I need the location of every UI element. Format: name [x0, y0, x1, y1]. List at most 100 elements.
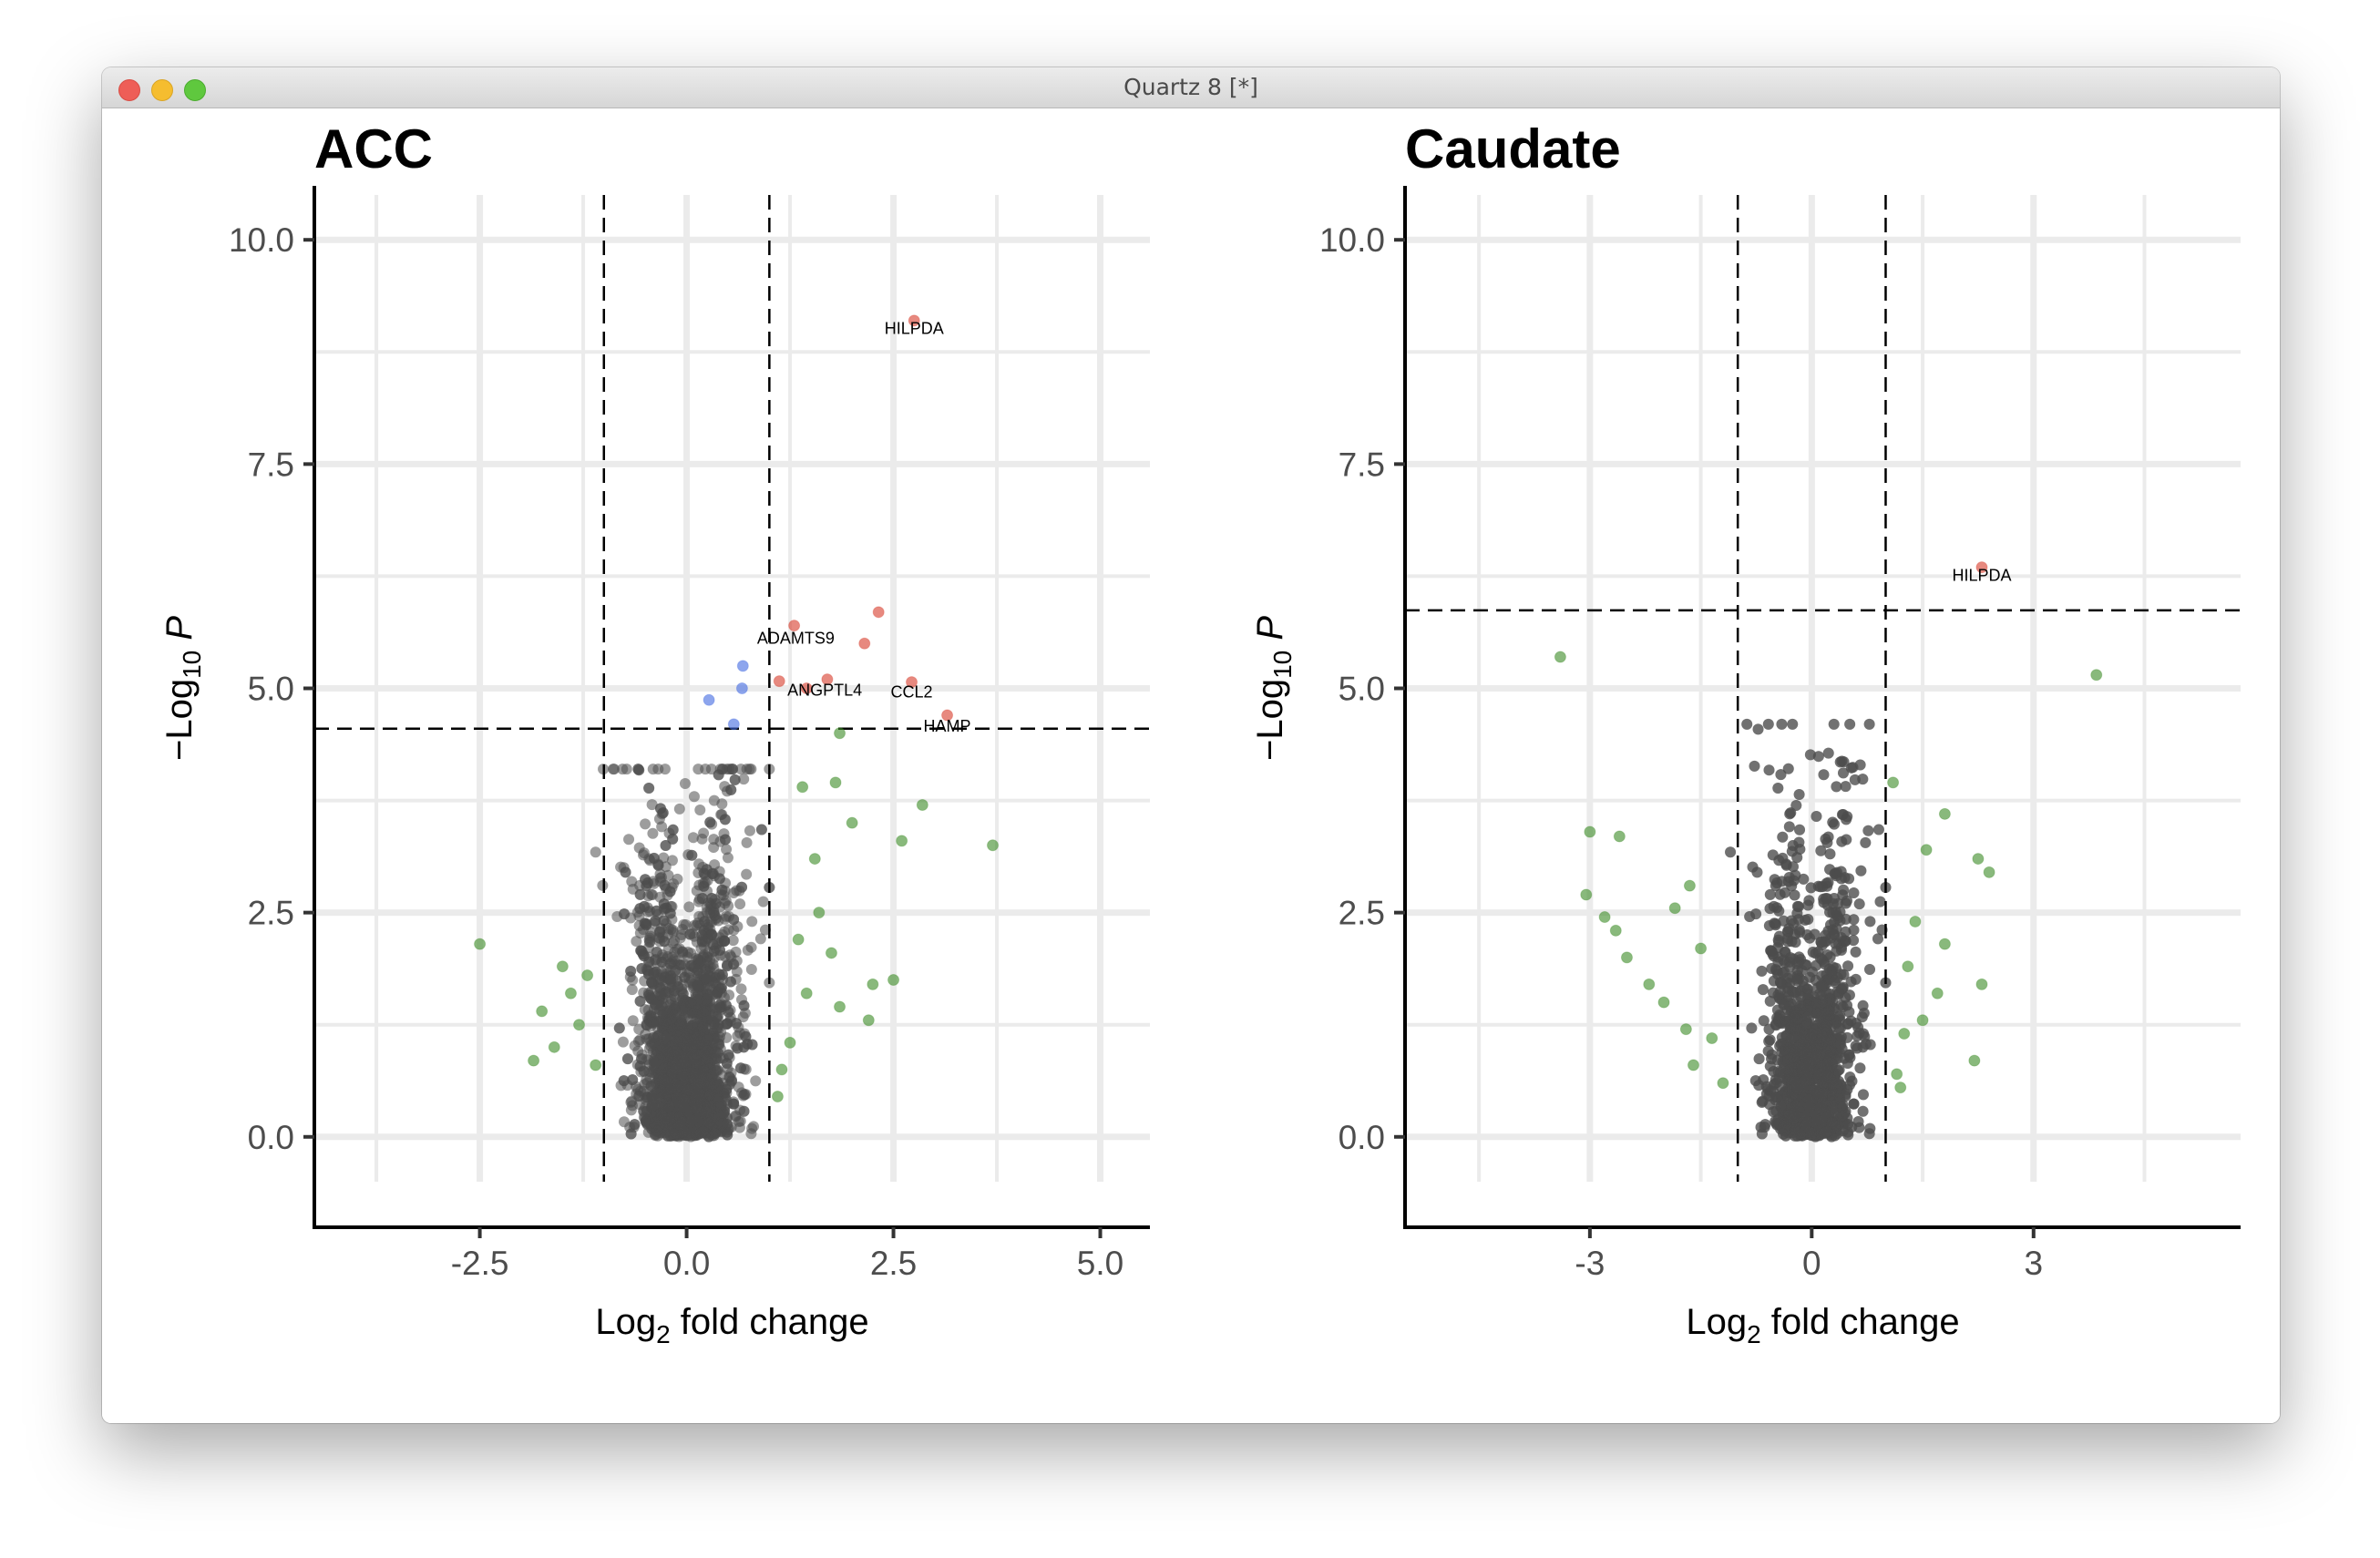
- ns-gene-point: [696, 929, 708, 941]
- ns-gene-point: [708, 794, 720, 806]
- ns-gene-point: [632, 764, 644, 775]
- ns-gene-point: [1764, 1034, 1776, 1046]
- ns-gene-point: [1812, 751, 1824, 763]
- fc-significant-point: [829, 776, 842, 789]
- ns-gene-point: [725, 784, 737, 795]
- fc-significant-point: [573, 1019, 586, 1031]
- ns-gene-point: [648, 967, 660, 979]
- ns-gene-point: [1782, 763, 1794, 774]
- ns-gene-point: [699, 916, 711, 928]
- ns-gene-point: [1758, 1015, 1770, 1027]
- ns-gene-point: [1725, 846, 1737, 858]
- ns-gene-point: [738, 1089, 750, 1101]
- ns-gene-point: [736, 881, 748, 893]
- zoom-window-button[interactable]: [184, 79, 206, 101]
- ns-gene-point: [633, 1090, 645, 1102]
- chart-title: ACC: [314, 118, 433, 179]
- ns-gene-point: [680, 1001, 692, 1013]
- ns-gene-point: [730, 1018, 742, 1030]
- p-significant-point: [736, 660, 749, 672]
- ns-gene-point: [1855, 865, 1867, 876]
- ns-gene-point: [1831, 781, 1842, 793]
- ns-gene-point: [741, 836, 753, 848]
- ns-gene-point: [1796, 965, 1808, 977]
- fc-significant-point: [834, 1000, 846, 1013]
- ns-gene-point: [636, 1053, 648, 1065]
- ns-gene-point: [706, 928, 718, 940]
- fc-significant-point: [916, 798, 928, 811]
- p-significant-point: [735, 682, 748, 694]
- ns-gene-point: [656, 956, 668, 968]
- y-tick-label: 5.0: [248, 671, 294, 708]
- significant-gene-point: [773, 675, 785, 688]
- ns-gene-point: [696, 833, 708, 845]
- ns-gene-point: [672, 1063, 683, 1075]
- ns-gene-point: [646, 977, 658, 989]
- ns-gene-point: [679, 778, 691, 790]
- ns-gene-point: [720, 895, 732, 907]
- ns-gene-point: [1749, 760, 1760, 772]
- ns-gene-point: [720, 834, 732, 846]
- ns-gene-point: [1756, 965, 1768, 977]
- ns-gene-point: [757, 896, 769, 907]
- ns-gene-point: [1777, 831, 1789, 843]
- ns-gene-point: [701, 995, 713, 1007]
- gene-label: CCL2: [891, 682, 933, 701]
- ns-gene-point: [700, 1005, 712, 1017]
- ns-gene-point: [662, 1076, 673, 1088]
- ns-gene-point: [1771, 876, 1783, 888]
- ns-gene-point: [659, 764, 671, 775]
- window-title: Quartz 8 [*]: [1123, 74, 1258, 100]
- ns-gene-point: [634, 1034, 646, 1046]
- ns-gene-point: [1818, 769, 1830, 781]
- ns-gene-point: [1757, 984, 1769, 996]
- ns-gene-point: [1849, 774, 1861, 785]
- ns-gene-point: [651, 905, 662, 917]
- ns-gene-point: [673, 803, 685, 815]
- ns-gene-point: [686, 1114, 698, 1126]
- ns-gene-point: [746, 916, 758, 928]
- fc-significant-point: [564, 987, 577, 999]
- ns-gene-point: [1874, 896, 1886, 907]
- ns-gene-point: [722, 960, 733, 972]
- ns-gene-point: [657, 807, 669, 819]
- x-tick-label: 2.5: [870, 1245, 917, 1282]
- ns-gene-point: [738, 1041, 750, 1053]
- ns-gene-point: [637, 849, 649, 861]
- y-tick-label: 0.0: [248, 1119, 294, 1156]
- x-axis-label: Log2 fold change: [595, 1302, 868, 1348]
- ns-gene-point: [745, 764, 757, 775]
- ns-gene-point: [1822, 747, 1834, 759]
- window-titlebar[interactable]: Quartz 8 [*]: [102, 67, 2280, 108]
- ns-gene-point: [656, 821, 668, 833]
- ns-gene-point: [656, 1109, 668, 1121]
- ns-gene-point: [1798, 873, 1810, 885]
- ns-gene-point: [1838, 884, 1850, 896]
- ns-gene-point: [1863, 718, 1875, 730]
- ns-gene-point: [1862, 825, 1874, 836]
- ns-gene-point: [659, 936, 671, 948]
- ns-gene-point: [1852, 1115, 1864, 1127]
- ns-gene-point: [641, 1020, 652, 1031]
- ns-gene-point: [723, 1071, 735, 1083]
- ns-gene-point: [620, 866, 631, 878]
- ns-gene-point: [641, 917, 652, 929]
- ns-gene-point: [702, 1045, 713, 1057]
- ns-gene-point: [1841, 814, 1852, 825]
- ns-gene-point: [1864, 963, 1876, 975]
- quartz-window: Quartz 8 [*] HILPDA ADAMTS9 ANGPTL4 CCL2 HAM…: [102, 67, 2280, 1423]
- ns-gene-point: [647, 764, 659, 775]
- ns-gene-point: [1741, 718, 1753, 730]
- x-tick-label: 5.0: [1077, 1245, 1123, 1282]
- gene-label: ANGPTL4: [787, 681, 862, 699]
- x-tick-label: -2.5: [451, 1245, 509, 1282]
- close-window-button[interactable]: [118, 79, 140, 101]
- y-axis-label: −Log10 P: [159, 616, 206, 761]
- plot-canvas: HILPDA ADAMTS9 ANGPTL4 CCL2 HAMP -2.5 0.0 2.5 5.…: [102, 108, 2280, 1423]
- minimize-window-button[interactable]: [151, 79, 173, 101]
- ns-gene-point: [655, 1044, 667, 1056]
- ns-gene-point: [1860, 836, 1872, 848]
- ns-gene-point: [713, 999, 725, 1011]
- ns-gene-point: [728, 924, 740, 936]
